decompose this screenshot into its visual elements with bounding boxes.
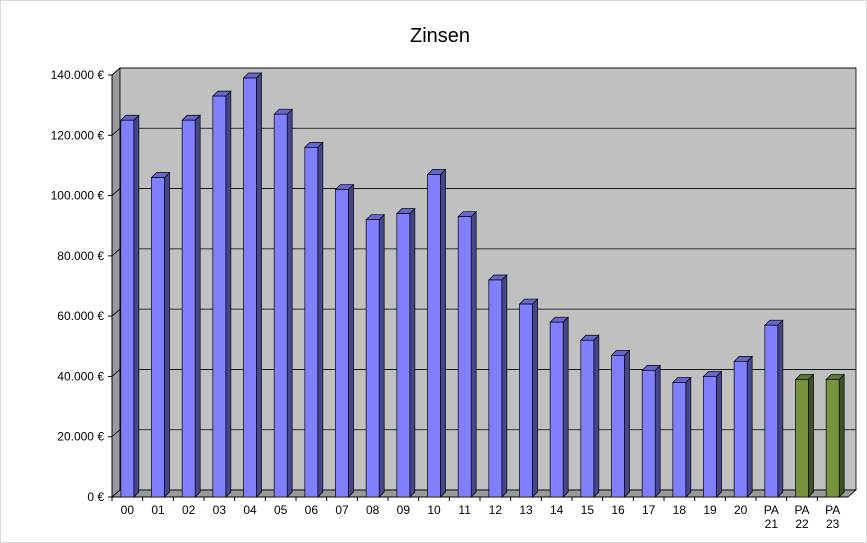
bar [120,119,135,498]
bar-side [256,72,262,498]
bar [488,279,503,498]
bar [703,376,717,498]
bar-side [164,171,170,498]
x-tick-label: 02 [182,503,196,517]
x-tick-label: 15 [581,503,595,517]
bar-side [440,168,446,498]
grid-line [111,67,121,76]
bar [243,77,257,498]
bar-side [286,108,293,498]
x-tick-label: 10 [427,503,441,517]
bar-side [317,141,324,498]
bar-side [133,114,140,498]
bar-side [378,213,385,498]
bar-side [654,364,661,498]
bar [580,339,595,498]
bar-side [716,370,722,498]
bar [335,189,349,498]
bar-side [746,355,753,498]
bar-side [838,373,845,498]
chart-title: Zinsen [410,25,470,47]
bar [365,219,380,498]
y-tick-label: 100.000 € [51,189,105,203]
bar-side [777,319,784,498]
y-tick-label: 40.000 € [57,369,104,383]
bar [304,146,319,498]
x-tick-label: 05 [274,503,288,517]
x-tick-label: 20 [734,503,748,517]
bar [519,303,533,498]
bar [549,321,564,498]
bar [427,174,441,498]
bar [672,382,687,498]
y-tick-label: 0 € [87,490,104,504]
bar-side [409,207,416,498]
bar-side [348,183,354,498]
x-tick-label: PA 22 [794,503,809,531]
x-tick-label: 19 [703,503,717,517]
bar-side [685,376,692,498]
x-tick-label: 16 [611,503,625,517]
bar [151,177,165,498]
bar [457,216,472,498]
y-tick-label: 20.000 € [57,430,104,444]
x-tick-label: 08 [366,503,380,517]
bar-side [808,373,814,498]
bar [611,354,625,498]
side-wall [111,67,121,498]
x-tick-label: 13 [519,503,533,517]
bar [212,95,227,498]
grid-line [111,308,121,317]
bar [825,379,840,498]
y-tick-label: 60.000 € [57,309,104,323]
x-tick-label: 04 [243,503,257,517]
x-tick-label: 09 [397,503,411,517]
bar-side [624,349,630,498]
x-tick-label: 03 [213,503,227,517]
x-tick-label: 17 [642,503,656,517]
x-tick-label: 18 [673,503,687,517]
x-tick-label: 00 [121,503,135,517]
grid-line [111,248,121,257]
bar-side [225,90,232,498]
x-tick-label: 12 [489,503,503,517]
x-tick-label: 01 [151,503,165,517]
y-tick-label: 140.000 € [51,68,105,82]
bar [795,379,809,498]
bar-side [593,334,600,498]
bar [396,213,411,498]
bar [181,119,196,498]
grid-line [111,188,121,196]
bar [641,370,656,498]
x-tick-label: 14 [550,503,564,517]
bar-side [501,274,508,498]
x-tick-label: 06 [305,503,319,517]
bar [764,324,779,498]
grid-line [111,429,121,438]
y-tick-label: 120.000 € [51,128,105,142]
bar-side [470,210,477,498]
bar-side [194,114,201,498]
x-tick-label: PA 23 [825,503,840,531]
x-tick-label: PA 21 [764,503,779,531]
grid-line [111,127,121,136]
bar [733,361,748,498]
back-wall [119,67,857,491]
x-tick-label: 11 [458,503,471,517]
bar [273,113,288,498]
bar-side [532,298,538,498]
y-tick-label: 80.000 € [57,249,104,263]
bar-side [562,316,569,498]
grid-line [111,489,121,498]
grid-line [111,369,121,377]
x-tick-label: 07 [335,503,349,517]
